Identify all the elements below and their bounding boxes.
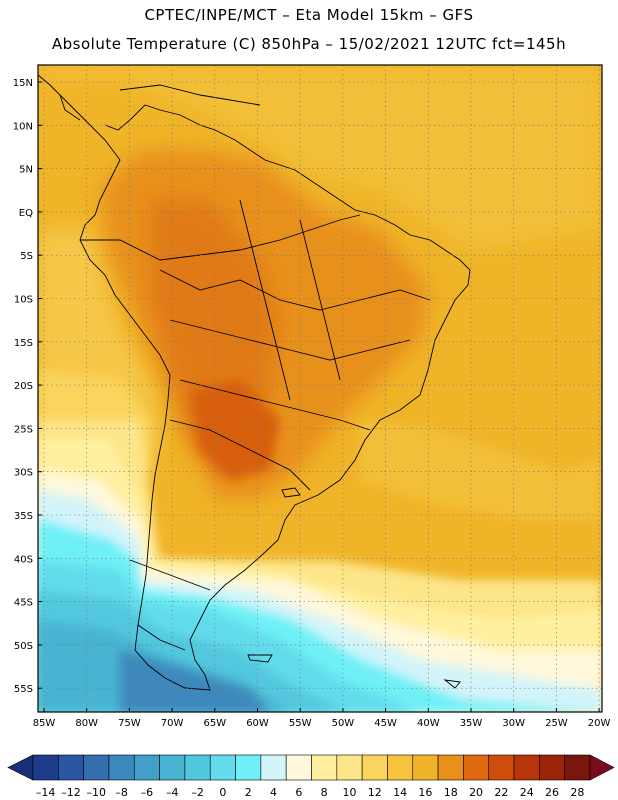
colorbar-label: 26 bbox=[545, 786, 559, 799]
colorbar-max-arrow bbox=[589, 754, 615, 781]
lon-tick-label: 20W bbox=[588, 718, 611, 729]
lon-tick-label: 40W bbox=[417, 718, 440, 729]
colorbar-label: 18 bbox=[444, 786, 458, 799]
colorbar-label: 4 bbox=[270, 786, 277, 799]
colorbar-label: 6 bbox=[295, 786, 302, 799]
lon-tick-label: 75W bbox=[118, 718, 141, 729]
lat-tick-label: 30S bbox=[14, 468, 33, 479]
colorbar-label: –8 bbox=[115, 786, 128, 799]
temperature-field bbox=[38, 65, 602, 712]
border-line bbox=[137, 624, 186, 651]
lon-tick-label: 65W bbox=[203, 718, 226, 729]
lon-tick-label: 25W bbox=[545, 718, 568, 729]
caribbean-coast bbox=[119, 84, 261, 106]
lat-tick-label: 20S bbox=[14, 381, 33, 392]
title-line-1: CPTEC/INPE/MCT – Eta Model 15km – GFS bbox=[144, 6, 474, 24]
colorbar-swatch bbox=[260, 754, 287, 781]
falklands bbox=[247, 654, 273, 663]
colorbar-label: 8 bbox=[321, 786, 328, 799]
lat-tick-label: EQ bbox=[19, 208, 33, 219]
lat-tick-label: 55S bbox=[14, 684, 33, 695]
lat-tick-label: 10S bbox=[14, 295, 33, 306]
lon-tick-label: 70W bbox=[161, 718, 184, 729]
border-line bbox=[239, 199, 291, 401]
south-georgia bbox=[443, 679, 461, 689]
colorbar-label: 12 bbox=[368, 786, 382, 799]
border-line bbox=[169, 419, 311, 491]
colorbar-label: 14 bbox=[393, 786, 407, 799]
lat-tick-label: 25S bbox=[14, 424, 33, 435]
lon-tick-label: 45W bbox=[374, 718, 397, 729]
colorbar-label: –12 bbox=[61, 786, 81, 799]
lat-tick-label: 50S bbox=[14, 641, 33, 652]
lat-tick-label: 35S bbox=[14, 511, 33, 522]
colorbar-swatch bbox=[285, 754, 312, 781]
lon-tick-label: 85W bbox=[33, 718, 56, 729]
lon-tick-label: 30W bbox=[502, 718, 525, 729]
lat-tick-label: 5N bbox=[19, 165, 33, 176]
border-line bbox=[299, 219, 341, 381]
colorbar-swatch bbox=[412, 754, 439, 781]
colorbar-swatch bbox=[209, 754, 236, 781]
lat-tick-label: 15S bbox=[14, 338, 33, 349]
border-line bbox=[129, 559, 211, 591]
coastlines bbox=[38, 74, 471, 691]
central-america-coast bbox=[38, 74, 81, 121]
colorbar-swatch bbox=[235, 754, 262, 781]
title-line-2: Absolute Temperature (C) 850hPa – 15/02/… bbox=[51, 35, 567, 53]
lat-tick-label: 45S bbox=[14, 598, 33, 609]
colorbar-swatch bbox=[513, 754, 540, 781]
colorbar: –14 –12 –10 –8 –6 –4 –2 0 2 4 6 8 10 12 14 16 18 20 22 24 26… bbox=[7, 754, 615, 799]
colorbar-label: –2 bbox=[191, 786, 204, 799]
lon-tick-label: 55W bbox=[289, 718, 312, 729]
colorbar-swatch bbox=[58, 754, 84, 781]
colorbar-label: 0 bbox=[219, 786, 226, 799]
lat-tick-label: 5S bbox=[20, 251, 33, 262]
latitude-labels: 15N 10N 5N EQ 5S 10S 15S 20S 25S 30S 35S 40S 45S 50S 5… bbox=[13, 78, 42, 695]
colorbar-label: –14 bbox=[36, 786, 56, 799]
colorbar-label: –10 bbox=[87, 786, 107, 799]
colorbar-swatch bbox=[539, 754, 565, 781]
border-line bbox=[179, 379, 371, 431]
lat-tick-label: 15N bbox=[13, 78, 33, 89]
colorbar-swatch bbox=[387, 754, 414, 781]
colorbar-swatch bbox=[184, 754, 211, 781]
colorbar-swatch bbox=[463, 754, 490, 781]
colorbar-label: –4 bbox=[166, 786, 179, 799]
colorbar-swatch bbox=[311, 754, 338, 781]
lat-tick-label: 40S bbox=[14, 554, 33, 565]
colorbar-min-arrow bbox=[7, 754, 34, 781]
colorbar-label: 22 bbox=[494, 786, 508, 799]
colorbar-swatch bbox=[159, 754, 186, 781]
colorbar-swatch bbox=[336, 754, 363, 781]
border-line bbox=[80, 214, 361, 261]
colorbar-swatch bbox=[133, 754, 160, 781]
colorbar-swatch bbox=[488, 754, 515, 781]
colorbar-swatch bbox=[361, 754, 388, 781]
lon-tick-label: 60W bbox=[246, 718, 269, 729]
colorbar-label: 20 bbox=[469, 786, 483, 799]
colorbar-label: –6 bbox=[141, 786, 154, 799]
colorbar-label: 24 bbox=[520, 786, 534, 799]
colorbar-label: 10 bbox=[342, 786, 356, 799]
border-line bbox=[169, 319, 411, 361]
colorbar-label: 16 bbox=[418, 786, 432, 799]
lon-tick-label: 80W bbox=[75, 718, 98, 729]
colorbar-swatch bbox=[564, 754, 591, 781]
lagoa bbox=[281, 487, 301, 498]
map-frame bbox=[37, 64, 603, 713]
south-america-coast bbox=[59, 94, 471, 691]
colorbar-swatch bbox=[437, 754, 464, 781]
colorbar-swatch bbox=[108, 754, 135, 781]
lat-tick-label: 10N bbox=[13, 121, 33, 132]
lon-tick-label: 50W bbox=[332, 718, 355, 729]
longitude-labels: 85W 80W 75W 70W 65W 60W 55W 50W 45W 40W 35W 30W 25W 2… bbox=[33, 708, 611, 729]
colorbar-label: 28 bbox=[570, 786, 584, 799]
colorbar-swatch bbox=[83, 754, 110, 781]
colorbar-label: 2 bbox=[245, 786, 252, 799]
lon-tick-label: 35W bbox=[460, 718, 483, 729]
colorbar-swatch bbox=[32, 754, 59, 781]
